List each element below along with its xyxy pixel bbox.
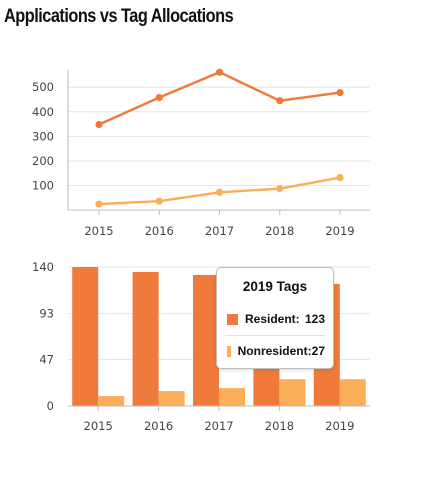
x-tick-label: 2016 [144,419,173,433]
bar-resident-2016 [132,271,159,406]
resident-swatch [227,313,238,325]
bar-nonresident-2016 [158,391,185,406]
series-line-0 [98,70,341,126]
y-tick-label: 300 [32,129,54,143]
data-point [276,185,284,193]
y-tick-label: 140 [32,260,54,274]
tooltip-resident-label: Resident: [245,312,300,326]
y-tick-label: 100 [32,178,54,192]
data-point [155,197,163,205]
data-point [336,173,344,182]
bar-resident-2017 [193,274,219,406]
tooltip-resident-value: 123 [304,312,325,326]
y-tick-label: 0 [47,399,54,413]
tooltip: 2019 Tags Resident: 123 Nonresident: 27 [216,267,334,369]
x-tick-label: 2019 [325,224,354,238]
x-tick-label: 2019 [325,419,354,433]
data-point [155,93,163,102]
x-tick-label: 2017 [205,224,234,238]
line-chart: 100 200 300 400 500 2015 2016 2017 2018 2019 [32,68,370,238]
nonresident-swatch [227,345,231,357]
tooltip-title: 2019 Tags [242,279,308,294]
data-point [95,120,103,129]
data-point [215,68,224,76]
data-point [215,188,224,196]
data-point [95,200,103,208]
bar-nonresident-2017 [219,388,245,406]
x-tick-label: 2015 [84,419,113,433]
x-tick-label: 2018 [265,224,294,238]
y-tick-label: 47 [39,352,54,366]
tooltip-row-resident: Resident: 123 [227,311,325,327]
y-tick-label: 200 [32,154,54,168]
y-tick-label: 93 [39,307,54,321]
tooltip-row-nonresident: Nonresident: 27 [227,343,325,359]
tooltip-divider [225,335,325,336]
data-point [336,88,344,97]
x-tick-label: 2016 [145,224,174,238]
bar-nonresident-2019 [339,379,366,406]
bar-resident-2015 [72,267,99,406]
tooltip-nonresident-value: 27 [311,344,325,358]
data-point [276,97,284,105]
bar-nonresident-2015 [98,396,125,406]
x-tick-label: 2017 [204,419,233,433]
y-tick-label: 400 [32,105,54,119]
chart-title: Applications vs Tag Allocations [4,6,234,27]
x-tick-label: 2015 [84,224,113,238]
y-tick-label: 500 [32,80,54,94]
bar-chart: 0 47 93 140 2015 2016 2017 2018 2019 [32,260,370,433]
x-tick-label: 2018 [265,419,294,433]
tooltip-nonresident-label: Nonresident: [237,344,312,358]
bar-nonresident-2018 [279,379,306,406]
